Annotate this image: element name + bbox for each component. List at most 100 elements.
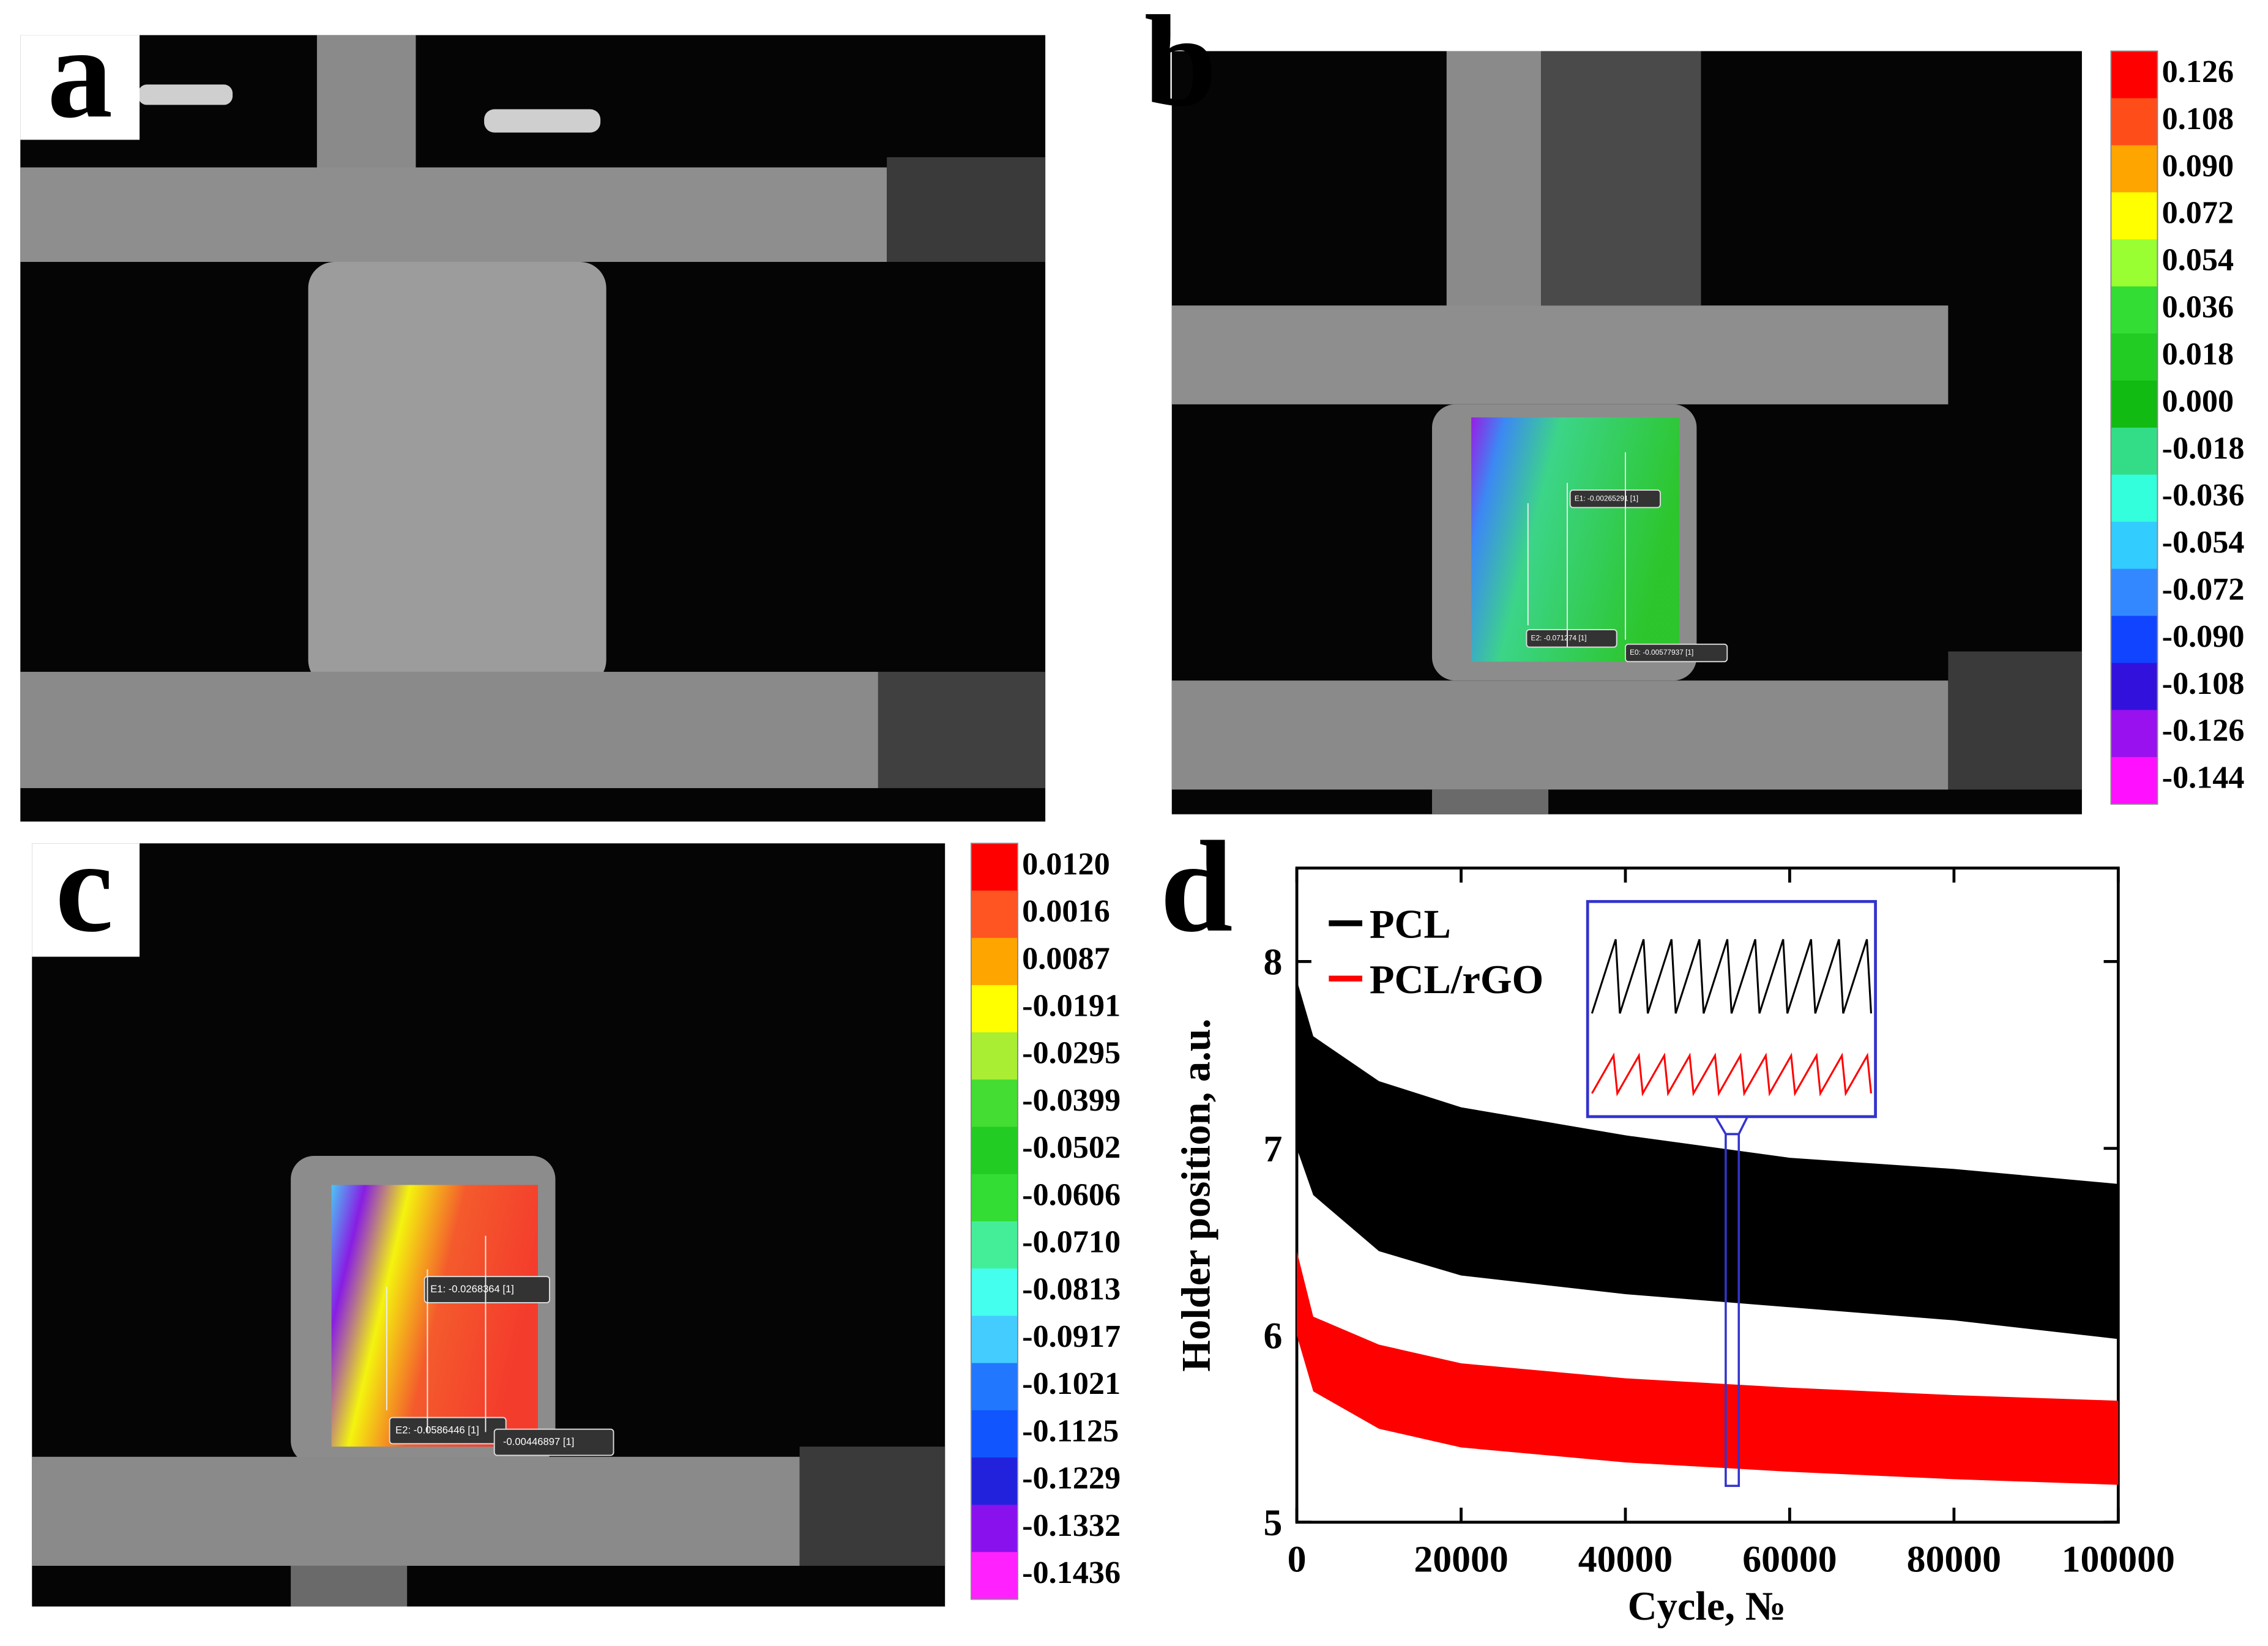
colorbar-label: -0.1021 bbox=[1022, 1366, 1121, 1401]
series-band bbox=[1297, 980, 2119, 1339]
colorbar-segment bbox=[2111, 663, 2158, 711]
colorbar-label: -0.1332 bbox=[1022, 1508, 1121, 1543]
colorbar-label: -0.090 bbox=[2162, 619, 2245, 654]
colorbar-segment bbox=[2111, 239, 2158, 287]
y-tick-label: 7 bbox=[1263, 1128, 1282, 1170]
colorbar-segment bbox=[971, 1316, 1018, 1364]
colorbar-segment bbox=[971, 1032, 1018, 1081]
colorbar-segment bbox=[2111, 521, 2158, 570]
colorbar-segment bbox=[971, 843, 1018, 892]
colorbar-segment bbox=[2111, 192, 2158, 240]
annotation-lines bbox=[386, 452, 1626, 1432]
x-tick-label: 100000 bbox=[2062, 1538, 2175, 1580]
colorbar-label: 0.0016 bbox=[1022, 893, 1110, 929]
colorbar-segment bbox=[971, 1174, 1018, 1222]
colorbar-frame bbox=[970, 843, 1018, 1600]
inset-wave bbox=[1591, 939, 1872, 1014]
colorbar-segment bbox=[2111, 98, 2158, 146]
colorbar-segment bbox=[971, 937, 1018, 986]
colorbar-label: -0.0606 bbox=[1022, 1177, 1121, 1212]
colorbar-segment bbox=[2111, 474, 2158, 523]
colorbar-label: -0.0710 bbox=[1022, 1224, 1121, 1260]
colorbar-label: 0.036 bbox=[2162, 289, 2234, 325]
colorbar-label: -0.108 bbox=[2162, 666, 2245, 701]
colorbar-label: -0.0399 bbox=[1022, 1082, 1121, 1118]
annotation: E2: -0.071274 [1] bbox=[1531, 633, 1587, 642]
colorbar-segment bbox=[971, 1457, 1018, 1505]
colorbar-label: 0.054 bbox=[2162, 242, 2234, 278]
annotation: E1: -0.0268364 [1] bbox=[430, 1283, 514, 1295]
legend-label: PCL/rGO bbox=[1370, 958, 1543, 1002]
colorbar-segment bbox=[2111, 51, 2158, 99]
colorbar-label: -0.036 bbox=[2162, 477, 2245, 513]
zoom-region bbox=[1725, 1133, 1740, 1488]
colorbar-label: 0.126 bbox=[2162, 54, 2234, 89]
colorbar-segment bbox=[971, 1552, 1018, 1600]
colorbar-frame bbox=[2110, 50, 2158, 805]
colorbar-label: 0.090 bbox=[2162, 148, 2234, 184]
y-axis-label: Holder position, a.u. bbox=[1174, 1019, 1219, 1372]
colorbar-segment bbox=[2111, 757, 2158, 805]
x-axis-label: Cycle, № bbox=[1628, 1584, 1786, 1629]
x-tick-label: 0 bbox=[1288, 1538, 1307, 1580]
x-tick-label: 80000 bbox=[1907, 1538, 2001, 1580]
colorbar-label: -0.144 bbox=[2162, 760, 2245, 795]
colorbar-label: 0.0087 bbox=[1022, 940, 1110, 976]
colorbar-label: -0.054 bbox=[2162, 524, 2245, 560]
annotation: E2: -0.0586446 [1] bbox=[395, 1424, 479, 1436]
colorbar-segment bbox=[2111, 286, 2158, 334]
y-tick-label: 5 bbox=[1263, 1502, 1282, 1544]
x-tick-label: 40000 bbox=[1578, 1538, 1673, 1580]
colorbar-segment bbox=[2111, 427, 2158, 475]
series-band bbox=[1297, 1251, 2119, 1485]
panel-label: b bbox=[1144, 0, 1217, 133]
colorbar-label: -0.0191 bbox=[1022, 988, 1121, 1023]
colorbar-label: 0.108 bbox=[2162, 101, 2234, 136]
colorbar-label: -0.018 bbox=[2162, 430, 2245, 466]
colorbar-segment bbox=[2111, 145, 2158, 193]
colorbar-label: -0.072 bbox=[2162, 572, 2245, 607]
panel-label: a bbox=[47, 0, 113, 145]
colorbar-segment bbox=[971, 1268, 1018, 1317]
colorbar-segment bbox=[2111, 616, 2158, 664]
colorbar-label: -0.0917 bbox=[1022, 1319, 1121, 1354]
annotation: E1: -0.00265291 [1] bbox=[1575, 494, 1638, 502]
colorbar-segment bbox=[971, 1127, 1018, 1175]
colorbar-segment bbox=[971, 1363, 1018, 1411]
photo-a bbox=[20, 35, 1046, 822]
x-tick-label: 60000 bbox=[1742, 1538, 1837, 1580]
panel-label: d bbox=[1160, 814, 1233, 959]
colorbar-label: -0.0295 bbox=[1022, 1035, 1121, 1071]
colorbar-segment bbox=[2111, 380, 2158, 428]
colorbar-label: 0.000 bbox=[2162, 383, 2234, 419]
photo-c bbox=[32, 843, 946, 1607]
panel-label: c bbox=[55, 814, 113, 959]
colorbar-label: -0.126 bbox=[2162, 713, 2245, 748]
y-tick-label: 6 bbox=[1263, 1316, 1282, 1357]
inset-wave bbox=[1591, 1052, 1872, 1097]
colorbar-label: -0.1436 bbox=[1022, 1555, 1121, 1590]
colorbar-segment bbox=[971, 985, 1018, 1033]
y-tick-label: 8 bbox=[1263, 942, 1282, 983]
label-box bbox=[20, 35, 140, 140]
colorbar-segment bbox=[971, 1221, 1018, 1269]
colorbar-segment bbox=[971, 1079, 1018, 1128]
inset-connector bbox=[1714, 1115, 1749, 1136]
colorbar-label: -0.1125 bbox=[1022, 1413, 1119, 1448]
colorbar-label: 0.018 bbox=[2162, 336, 2234, 371]
colorbar-label: 0.0120 bbox=[1022, 846, 1110, 882]
colorbar-segment bbox=[971, 890, 1018, 939]
annotation: E0: -0.00577937 [1] bbox=[1630, 648, 1693, 657]
colorbar-segment bbox=[2111, 568, 2158, 617]
colorbar-segment bbox=[2111, 333, 2158, 381]
annotation: -0.00446897 [1] bbox=[503, 1436, 574, 1447]
colorbar-label: -0.0502 bbox=[1022, 1130, 1121, 1165]
legend-label: PCL bbox=[1370, 903, 1451, 947]
colorbar-segment bbox=[2111, 710, 2158, 758]
x-tick-label: 20000 bbox=[1414, 1538, 1508, 1580]
colorbar-segment bbox=[971, 1505, 1018, 1553]
colorbar-label: 0.072 bbox=[2162, 195, 2234, 231]
photo-b bbox=[1171, 51, 2082, 814]
colorbar-label: -0.1229 bbox=[1022, 1461, 1121, 1496]
colorbar-segment bbox=[971, 1410, 1018, 1458]
